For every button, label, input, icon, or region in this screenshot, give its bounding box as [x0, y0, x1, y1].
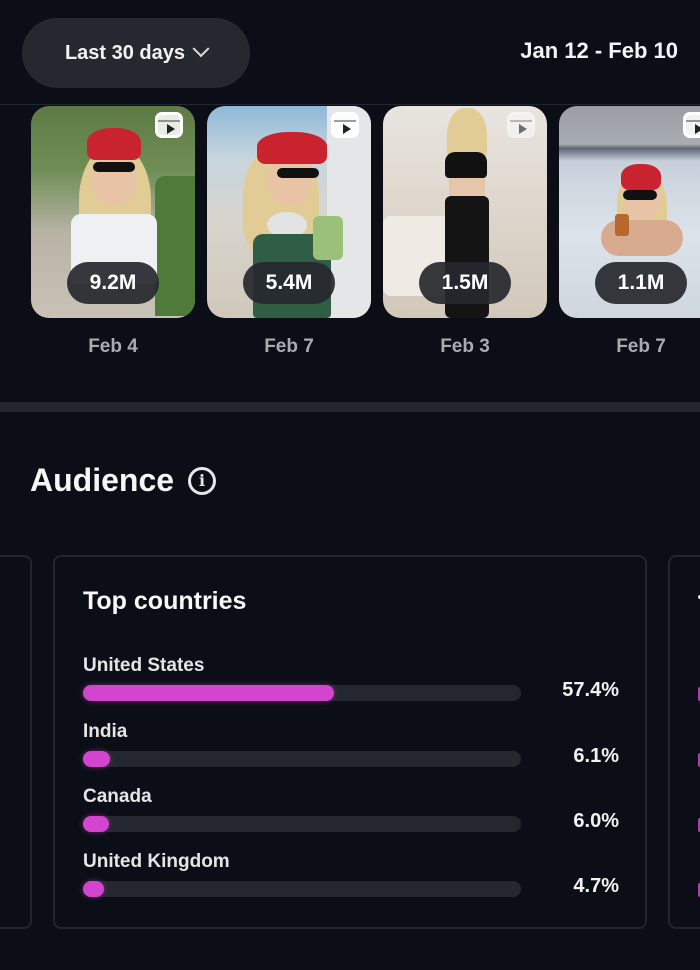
progress-fill	[83, 751, 110, 767]
progress-fill	[83, 685, 335, 701]
views-badge: 5.4M	[243, 262, 335, 304]
card-title: Top countries	[83, 587, 247, 615]
peek-bar	[698, 818, 700, 832]
peek-title	[698, 595, 700, 599]
audience-heading: Audience i	[30, 462, 217, 499]
country-row: United States 57.4%	[83, 655, 623, 701]
progress-fill	[83, 816, 110, 832]
divider	[0, 104, 700, 105]
section-divider	[0, 402, 700, 412]
country-name: Canada	[83, 786, 152, 807]
country-row: India 6.1%	[83, 721, 623, 767]
reel-item[interactable]: 1.1M Feb 7	[559, 106, 700, 358]
reels-icon	[507, 112, 535, 138]
top-countries-card: Top countries United States 57.4% India …	[53, 555, 647, 929]
reels-icon	[155, 112, 183, 138]
header: Last 30 days Jan 12 - Feb 10	[0, 0, 700, 104]
audience-card-next[interactable]	[668, 555, 700, 929]
country-percent: 6.1%	[573, 745, 619, 767]
progress-track	[83, 881, 521, 897]
country-name: United Kingdom	[83, 851, 230, 872]
country-name: India	[83, 721, 128, 742]
progress-track	[83, 751, 521, 767]
reel-item[interactable]: 5.4M Feb 7	[207, 106, 371, 358]
country-row: United Kingdom 4.7%	[83, 851, 623, 897]
peek-bar	[698, 883, 700, 897]
reel-thumbnail[interactable]: 5.4M	[207, 106, 371, 318]
country-name: United States	[83, 655, 205, 676]
reel-thumbnail[interactable]: 9.2M	[31, 106, 195, 318]
date-range-dropdown[interactable]: Last 30 days	[22, 18, 250, 88]
views-badge: 1.1M	[595, 262, 687, 304]
reels-icon	[683, 112, 700, 138]
reel-thumbnail[interactable]: 1.1M	[559, 106, 700, 318]
peek-bar	[698, 753, 700, 767]
views-badge: 1.5M	[419, 262, 511, 304]
reel-date: Feb 7	[616, 336, 666, 357]
reel-item[interactable]: 9.2M Feb 4	[31, 106, 195, 358]
country-percent: 57.4%	[562, 679, 619, 701]
views-badge: 9.2M	[67, 262, 159, 304]
reel-date: Feb 7	[264, 336, 314, 357]
audience-card-previous[interactable]	[0, 555, 32, 929]
reels-icon	[331, 112, 359, 138]
top-reels-carousel[interactable]: 9.2M Feb 4 5.4M Feb 7	[0, 106, 700, 366]
reel-date: Feb 4	[88, 336, 138, 357]
peek-bar	[698, 687, 700, 701]
reel-item[interactable]: 1.5M Feb 3	[383, 106, 547, 358]
reel-thumbnail[interactable]: 1.5M	[383, 106, 547, 318]
audience-title: Audience	[30, 462, 175, 498]
progress-fill	[83, 881, 104, 897]
info-icon[interactable]: i	[188, 466, 217, 495]
date-range-label: Last 30 days	[64, 41, 186, 64]
progress-track	[83, 816, 521, 832]
country-row: Canada 6.0%	[83, 786, 623, 832]
country-percent: 6.0%	[573, 810, 619, 832]
chevron-down-icon	[192, 40, 210, 58]
thumbnail-image	[31, 106, 195, 318]
reel-date: Feb 3	[440, 336, 490, 357]
country-percent: 4.7%	[573, 875, 619, 897]
date-range-text: Jan 12 - Feb 10	[520, 38, 678, 63]
progress-track	[83, 685, 521, 701]
